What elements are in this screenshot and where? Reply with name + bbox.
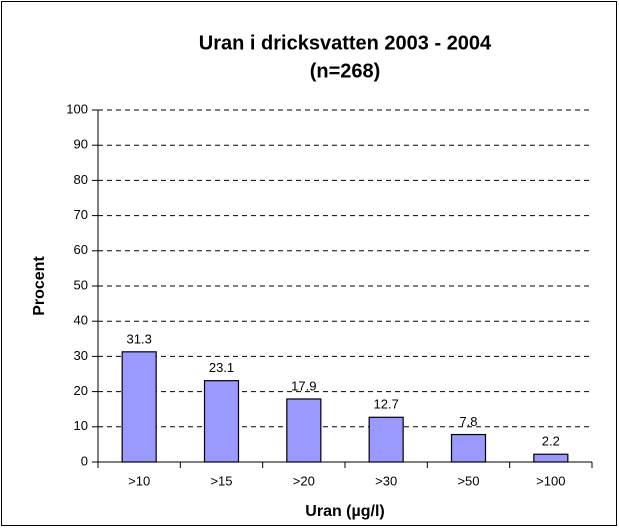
bar bbox=[368, 416, 404, 463]
y-tick-label: 20 bbox=[74, 383, 88, 398]
y-axis-title: Procent bbox=[31, 256, 48, 316]
chart-subtitle: (n=268) bbox=[310, 60, 381, 82]
bar bbox=[533, 453, 569, 463]
x-axis-title: Uran (µg/l) bbox=[305, 503, 384, 520]
x-tick-label: >10 bbox=[128, 473, 150, 488]
y-tick-label: 70 bbox=[74, 207, 88, 222]
x-tick-label: >50 bbox=[457, 473, 479, 488]
y-tick-label: 10 bbox=[74, 418, 88, 433]
y-tick-label: 40 bbox=[74, 313, 88, 328]
bar bbox=[121, 351, 157, 463]
y-tick-label: 60 bbox=[74, 242, 88, 257]
data-label: 7.8 bbox=[459, 414, 477, 429]
y-tick-label: 80 bbox=[74, 172, 88, 187]
y-tick-label: 90 bbox=[74, 137, 88, 152]
data-label: 12.7 bbox=[374, 397, 399, 412]
x-tick-label: >100 bbox=[536, 473, 565, 488]
data-label: 17.9 bbox=[291, 378, 316, 393]
bar bbox=[450, 433, 487, 463]
data-label: 2.2 bbox=[542, 434, 560, 449]
y-tick-label: 50 bbox=[74, 277, 88, 292]
bar bbox=[286, 398, 322, 463]
chart-title: Uran i dricksvatten 2003 - 2004 bbox=[199, 32, 492, 54]
x-tick-label: >15 bbox=[210, 473, 232, 488]
bar bbox=[203, 380, 240, 463]
data-label: 31.3 bbox=[127, 331, 152, 346]
y-tick-label: 0 bbox=[81, 453, 88, 468]
y-tick-label: 100 bbox=[66, 101, 88, 116]
x-tick-label: >20 bbox=[293, 473, 315, 488]
data-label: 23.1 bbox=[209, 360, 234, 375]
y-tick-label: 30 bbox=[74, 348, 88, 363]
x-tick-label: >30 bbox=[375, 473, 397, 488]
